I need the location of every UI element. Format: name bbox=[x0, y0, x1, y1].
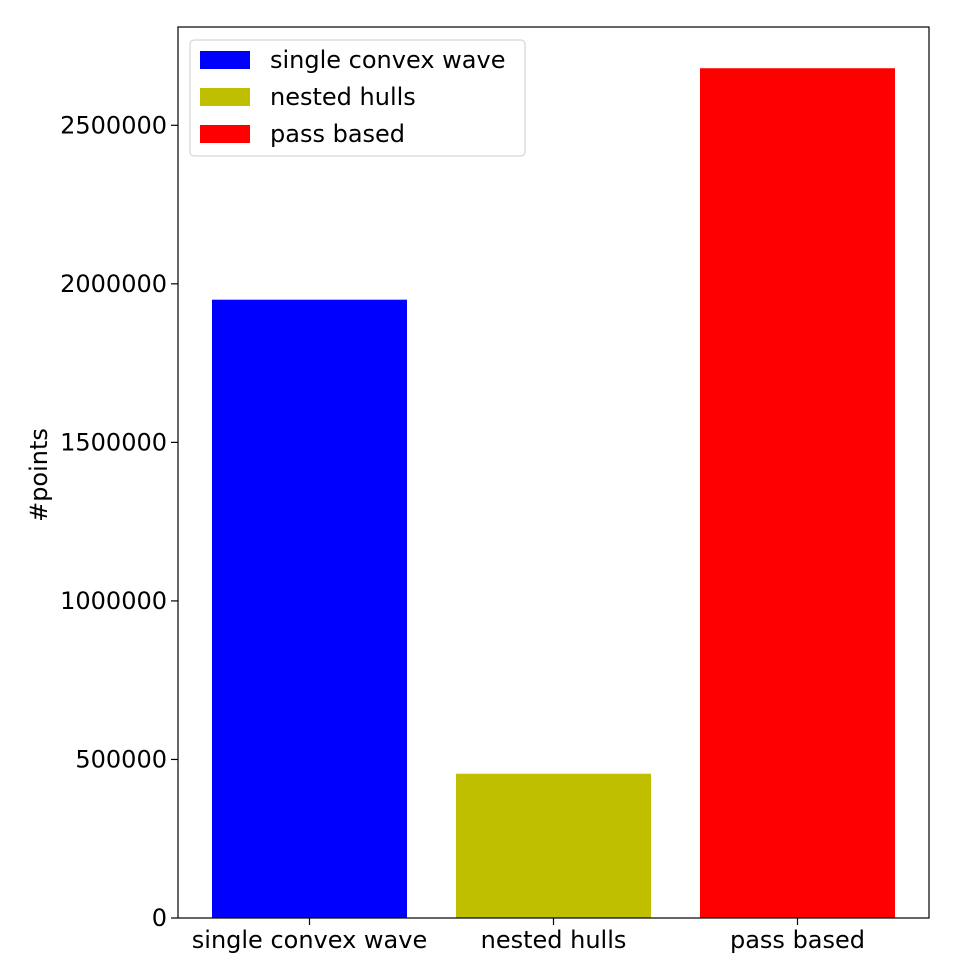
plot-frame bbox=[177, 26, 930, 919]
y-tick-label: 0 bbox=[152, 904, 167, 932]
bar-pass-based bbox=[700, 68, 895, 918]
bars-layer bbox=[212, 68, 895, 918]
y-tick-label: 1000000 bbox=[60, 587, 167, 615]
legend-box bbox=[189, 39, 526, 157]
legend-swatch bbox=[200, 125, 250, 143]
bar-nested-hulls bbox=[456, 773, 651, 918]
y-tick-label: 2500000 bbox=[60, 111, 167, 139]
legend-swatch bbox=[200, 51, 250, 69]
y-axis-title: #points bbox=[25, 428, 53, 522]
legend-label: single convex wave bbox=[270, 46, 505, 74]
legend: single convex wave nested hulls pass based bbox=[189, 39, 526, 157]
bar-single-convex-wave bbox=[212, 299, 407, 918]
legend-swatch bbox=[200, 88, 250, 106]
x-tick-label: nested hulls bbox=[481, 926, 627, 954]
y-tick-label: 1500000 bbox=[60, 428, 167, 456]
legend-label: pass based bbox=[270, 120, 405, 148]
y-tick-label: 500000 bbox=[75, 745, 167, 773]
y-tick-label: 2000000 bbox=[60, 270, 167, 298]
x-tick-label: single convex wave bbox=[192, 926, 427, 954]
legend-label: nested hulls bbox=[270, 83, 416, 111]
x-axis-ticks: single convex wave nested hulls pass based bbox=[192, 918, 865, 954]
x-tick-label: pass based bbox=[730, 926, 865, 954]
y-axis-ticks: 0 500000 1000000 1500000 2000000 2500000 bbox=[60, 111, 178, 932]
